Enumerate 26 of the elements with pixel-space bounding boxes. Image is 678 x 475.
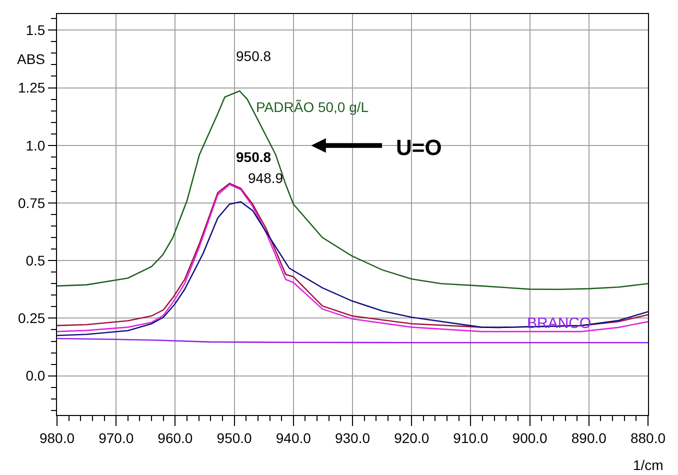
- x-tick-label: 890.0: [571, 430, 607, 446]
- y-tick-label: 0.0: [26, 368, 46, 384]
- y-tick-label: 0.25: [18, 310, 46, 326]
- y-tick-label: 0.5: [26, 252, 46, 268]
- x-tick-label: 960.0: [158, 430, 193, 446]
- line-series: [57, 90, 648, 290]
- series-label: PADRÃO 50,0 g/L: [256, 99, 369, 115]
- annotation: 948.9: [248, 170, 284, 186]
- x-tick-label: 940.0: [276, 430, 312, 446]
- y-tick-label: 1.5: [26, 22, 46, 38]
- y-axis-title: ABS: [17, 51, 46, 67]
- x-axis-title: 1/cm: [633, 457, 664, 473]
- y-tick-label: 1.25: [18, 80, 46, 96]
- x-tick-label: 980.0: [39, 430, 75, 446]
- x-tick-label: 880.0: [630, 430, 666, 446]
- x-tick-label: 950.0: [216, 430, 252, 446]
- y-tick-label: 0.75: [18, 194, 46, 211]
- x-tick-label: 920.0: [394, 430, 430, 446]
- annotation: U=O: [396, 135, 442, 160]
- x-tick-label: 910.0: [453, 430, 488, 446]
- x-tick-label: 970.0: [98, 430, 134, 446]
- annotation: 950.8: [236, 149, 272, 165]
- y-tick-label: 1.0: [26, 137, 46, 154]
- annotation: 950.8: [236, 48, 272, 64]
- x-tick-label: 930.0: [334, 430, 370, 446]
- x-tick-label: 900.0: [512, 430, 548, 446]
